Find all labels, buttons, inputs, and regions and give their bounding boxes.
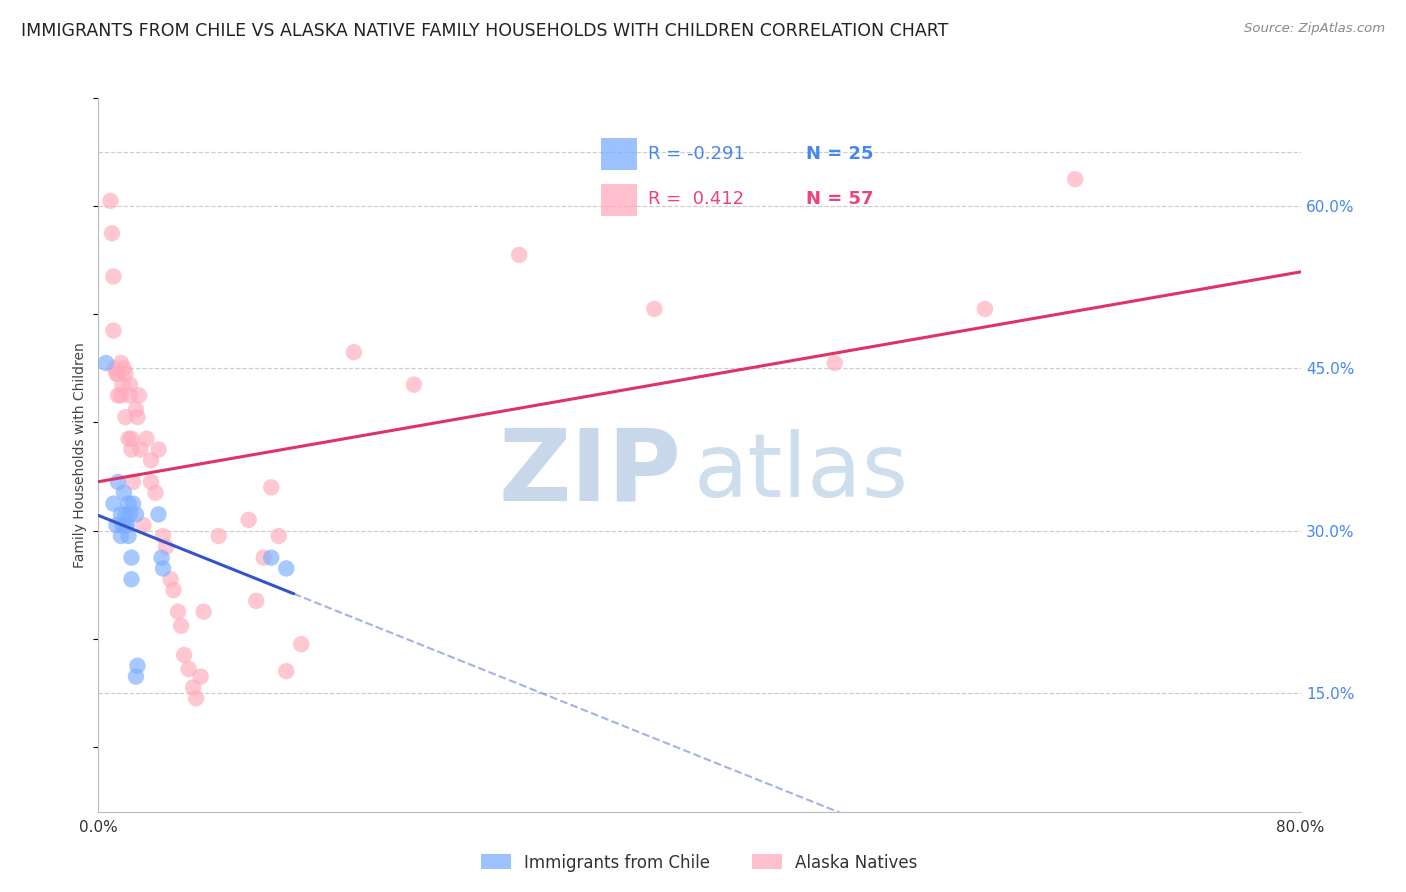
Point	[110, 508, 132, 522]
Point	[122, 475, 145, 489]
Point	[103, 269, 125, 284]
Point	[152, 529, 174, 543]
Point	[107, 367, 129, 381]
Point	[125, 508, 148, 522]
Point	[105, 518, 128, 533]
Point	[1064, 172, 1087, 186]
Point	[110, 356, 132, 370]
Point	[208, 529, 231, 543]
Point	[145, 485, 167, 500]
Point	[177, 662, 200, 676]
Text: ZIP: ZIP	[499, 425, 682, 521]
Point	[125, 669, 148, 683]
Point	[121, 432, 143, 446]
Point	[155, 540, 177, 554]
Text: atlas: atlas	[693, 429, 908, 516]
Point	[107, 475, 129, 489]
Point	[125, 402, 148, 417]
Point	[118, 388, 141, 402]
Point	[117, 529, 139, 543]
Point	[111, 377, 134, 392]
Point	[115, 518, 138, 533]
Point	[101, 227, 124, 241]
Point	[129, 442, 152, 457]
Point	[94, 356, 117, 370]
Point	[117, 432, 139, 446]
Point	[276, 561, 298, 575]
Point	[148, 442, 170, 457]
Point	[110, 529, 132, 543]
Point	[132, 518, 155, 533]
Point	[122, 497, 145, 511]
Point	[121, 442, 143, 457]
Y-axis label: Family Households with Children: Family Households with Children	[73, 342, 87, 568]
Point	[118, 508, 141, 522]
Point	[117, 497, 139, 511]
Point	[260, 480, 283, 494]
Point	[173, 648, 195, 662]
Point	[121, 550, 143, 565]
Point	[135, 432, 157, 446]
Point	[100, 194, 122, 208]
Point	[114, 508, 136, 522]
Point	[184, 691, 207, 706]
Point	[181, 681, 204, 695]
Point	[107, 388, 129, 402]
Point	[139, 475, 162, 489]
Point	[112, 485, 135, 500]
Point	[121, 572, 143, 586]
Point	[128, 388, 150, 402]
Point	[238, 513, 260, 527]
Point	[111, 518, 134, 533]
Point	[159, 572, 181, 586]
Point	[290, 637, 312, 651]
Point	[112, 361, 135, 376]
Point	[114, 367, 136, 381]
Point	[170, 619, 193, 633]
Point	[508, 248, 530, 262]
Point	[127, 410, 149, 425]
Point	[114, 518, 136, 533]
Point	[167, 605, 190, 619]
Point	[253, 550, 276, 565]
Point	[103, 497, 125, 511]
Point	[114, 410, 136, 425]
Point	[643, 301, 665, 316]
Text: Source: ZipAtlas.com: Source: ZipAtlas.com	[1244, 22, 1385, 36]
Point	[139, 453, 162, 467]
Point	[824, 356, 846, 370]
Point	[110, 388, 132, 402]
Point	[103, 324, 125, 338]
Point	[105, 367, 128, 381]
Point	[118, 377, 141, 392]
Point	[402, 377, 425, 392]
Point	[193, 605, 215, 619]
Point	[162, 583, 184, 598]
Point	[152, 561, 174, 575]
Point	[190, 669, 212, 683]
Point	[104, 361, 127, 376]
Point	[276, 664, 298, 678]
Point	[245, 594, 267, 608]
Text: IMMIGRANTS FROM CHILE VS ALASKA NATIVE FAMILY HOUSEHOLDS WITH CHILDREN CORRELATI: IMMIGRANTS FROM CHILE VS ALASKA NATIVE F…	[21, 22, 949, 40]
Point	[343, 345, 366, 359]
Legend: Immigrants from Chile, Alaska Natives: Immigrants from Chile, Alaska Natives	[474, 847, 925, 879]
Point	[150, 550, 173, 565]
Point	[974, 301, 997, 316]
Point	[148, 508, 170, 522]
Point	[127, 658, 149, 673]
Point	[260, 550, 283, 565]
Point	[267, 529, 290, 543]
